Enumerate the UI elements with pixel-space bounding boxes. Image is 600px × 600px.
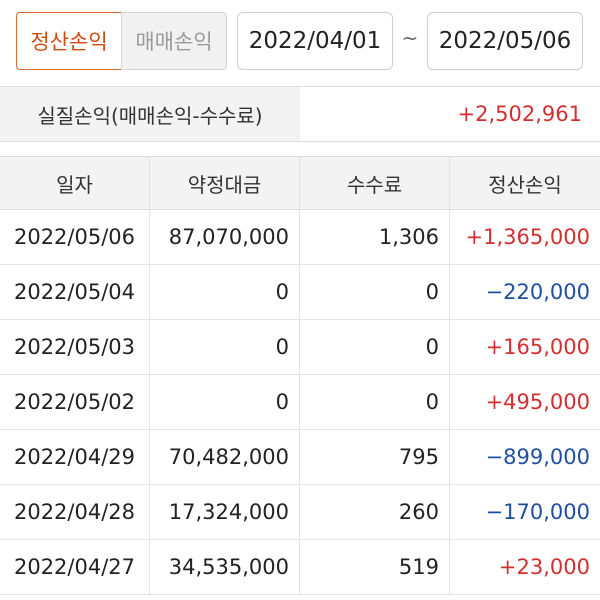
- filter-toolbar: 정산손익 매매손익 2022/04/01 ~ 2022/05/06: [0, 0, 600, 86]
- cell-pl: −220,000: [485, 280, 590, 304]
- section-gap: [0, 142, 600, 156]
- cell-amount: 34,535,000: [150, 540, 300, 594]
- summary-row: 실질손익(매매손익-수수료) +2,502,961: [0, 86, 600, 142]
- cell-fee: 260: [300, 485, 450, 539]
- summary-value: +2,502,961: [457, 102, 582, 126]
- cell-pl: +495,000: [485, 390, 590, 414]
- cell-date: 2022/05/02: [0, 375, 150, 429]
- cell-amount: 0: [150, 320, 300, 374]
- table-row[interactable]: 2022/04/28 17,324,000 260 −170,000: [0, 485, 600, 540]
- cell-fee: 795: [300, 430, 450, 484]
- table-row[interactable]: 2022/05/03 0 0 +165,000: [0, 320, 600, 375]
- table-row[interactable]: 2022/05/06 87,070,000 1,306 +1,365,000: [0, 210, 600, 265]
- date-range-separator: ~: [401, 26, 419, 50]
- cell-amount: 0: [150, 375, 300, 429]
- cell-pl: +1,365,000: [465, 225, 590, 249]
- cell-fee: 0: [300, 265, 450, 319]
- start-date-field[interactable]: 2022/04/01: [237, 12, 393, 70]
- cell-date: 2022/04/29: [0, 430, 150, 484]
- cell-amount: 70,482,000: [150, 430, 300, 484]
- tab-settlement-pl[interactable]: 정산손익: [16, 12, 122, 70]
- table-row[interactable]: 2022/04/29 70,482,000 795 −899,000: [0, 430, 600, 485]
- header-date: 일자: [0, 157, 150, 209]
- summary-label: 실질손익(매매손익-수수료): [0, 87, 300, 141]
- table-row[interactable]: 2022/05/04 0 0 −220,000: [0, 265, 600, 320]
- header-settlement-pl: 정산손익: [488, 172, 562, 197]
- cell-date: 2022/04/28: [0, 485, 150, 539]
- pl-table: 일자 약정대금 수수료 정산손익 2022/05/06 87,070,000 1…: [0, 156, 600, 595]
- cell-date: 2022/05/04: [0, 265, 150, 319]
- table-row[interactable]: 2022/04/27 34,535,000 519 +23,000: [0, 540, 600, 595]
- cell-pl: +23,000: [498, 555, 590, 579]
- table-header: 일자 약정대금 수수료 정산손익: [0, 156, 600, 210]
- cell-fee: 0: [300, 320, 450, 374]
- table-row[interactable]: 2022/05/02 0 0 +495,000: [0, 375, 600, 430]
- cell-fee: 1,306: [300, 210, 450, 264]
- cell-pl: +165,000: [485, 335, 590, 359]
- header-fee: 수수료: [300, 157, 450, 209]
- cell-fee: 0: [300, 375, 450, 429]
- tab-trade-pl[interactable]: 매매손익: [121, 12, 227, 70]
- cell-amount: 0: [150, 265, 300, 319]
- cell-amount: 17,324,000: [150, 485, 300, 539]
- cell-amount: 87,070,000: [150, 210, 300, 264]
- cell-pl: −899,000: [485, 445, 590, 469]
- end-date-field[interactable]: 2022/05/06: [427, 12, 583, 70]
- header-contract-amount: 약정대금: [150, 157, 300, 209]
- cell-fee: 519: [300, 540, 450, 594]
- cell-date: 2022/04/27: [0, 540, 150, 594]
- cell-date: 2022/05/03: [0, 320, 150, 374]
- cell-pl: −170,000: [485, 500, 590, 524]
- cell-date: 2022/05/06: [0, 210, 150, 264]
